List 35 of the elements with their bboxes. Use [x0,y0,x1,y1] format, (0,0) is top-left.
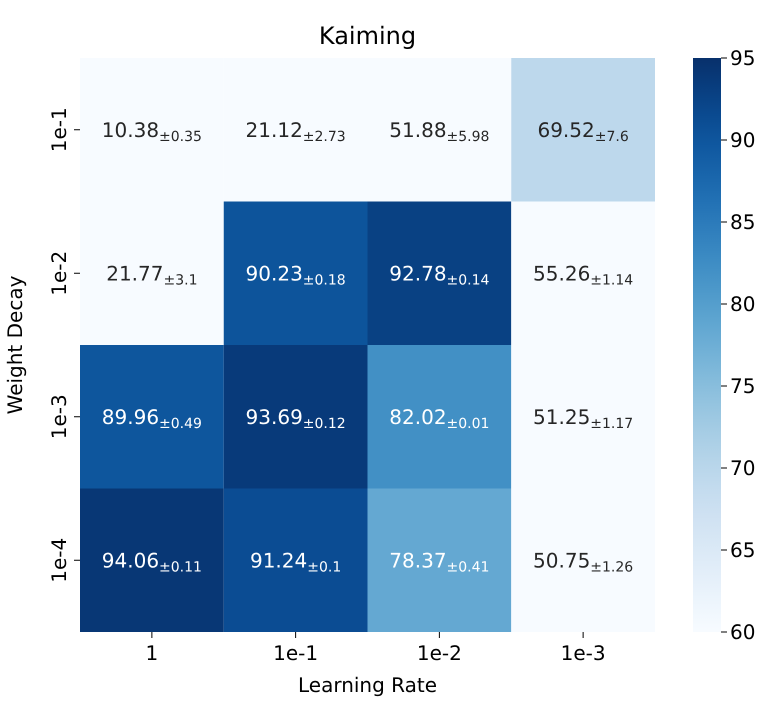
y-tick-label: 1e-3 [47,394,71,440]
data-label: 55.26$_{±1.14}$ [533,261,634,288]
data-label: 10.38$_{±0.35}$ [102,118,202,145]
x-tick-label: 1e-2 [416,641,462,665]
x-tick-label: 1e-1 [273,641,318,665]
x-tick-label: 1e-3 [560,641,606,665]
color-bar-label: 85 [730,210,756,234]
chart-title: Kaiming [318,22,416,50]
y-tick-label: 1e-2 [47,250,71,296]
data-label: 21.12$_{±2.73}$ [246,118,346,145]
data-label: 69.52$_{±7.6}$ [537,118,629,145]
data-label: 50.75$_{±1.26}$ [533,548,634,576]
y-axis-title: Weight Decay [3,275,27,414]
data-label: 51.88$_{±5.98}$ [389,118,490,145]
data-label: 90.23$_{±0.18}$ [246,261,346,288]
data-label: 82.02$_{±0.01}$ [389,404,490,432]
color-bar-label: 75 [730,374,756,398]
color-bar-label: 65 [730,538,756,562]
color-bar-label: 80 [730,292,756,316]
color-bar-label: 90 [730,128,756,152]
data-label: 51.25$_{±1.17}$ [533,404,634,432]
x-axis-title: Learning Rate [298,673,438,697]
color-bar-label: 60 [730,620,756,644]
x-tick-label: 1 [146,641,158,665]
color-bar-label: 95 [730,46,756,70]
y-tick-label: 1e-4 [47,538,71,583]
data-label: 91.24$_{±0.1}$ [250,548,342,576]
color-bar-label: 70 [730,456,756,480]
data-label: 94.06$_{±0.11}$ [102,548,202,576]
data-label: 92.78$_{±0.14}$ [389,261,490,288]
y-tick-label: 1e-1 [47,107,71,152]
data-label: 78.37$_{±0.41}$ [389,548,490,576]
data-label: 89.96$_{±0.49}$ [102,404,202,432]
data-label: 21.77$_{±3.1}$ [106,261,198,288]
data-label: 93.69$_{±0.12}$ [246,404,346,432]
